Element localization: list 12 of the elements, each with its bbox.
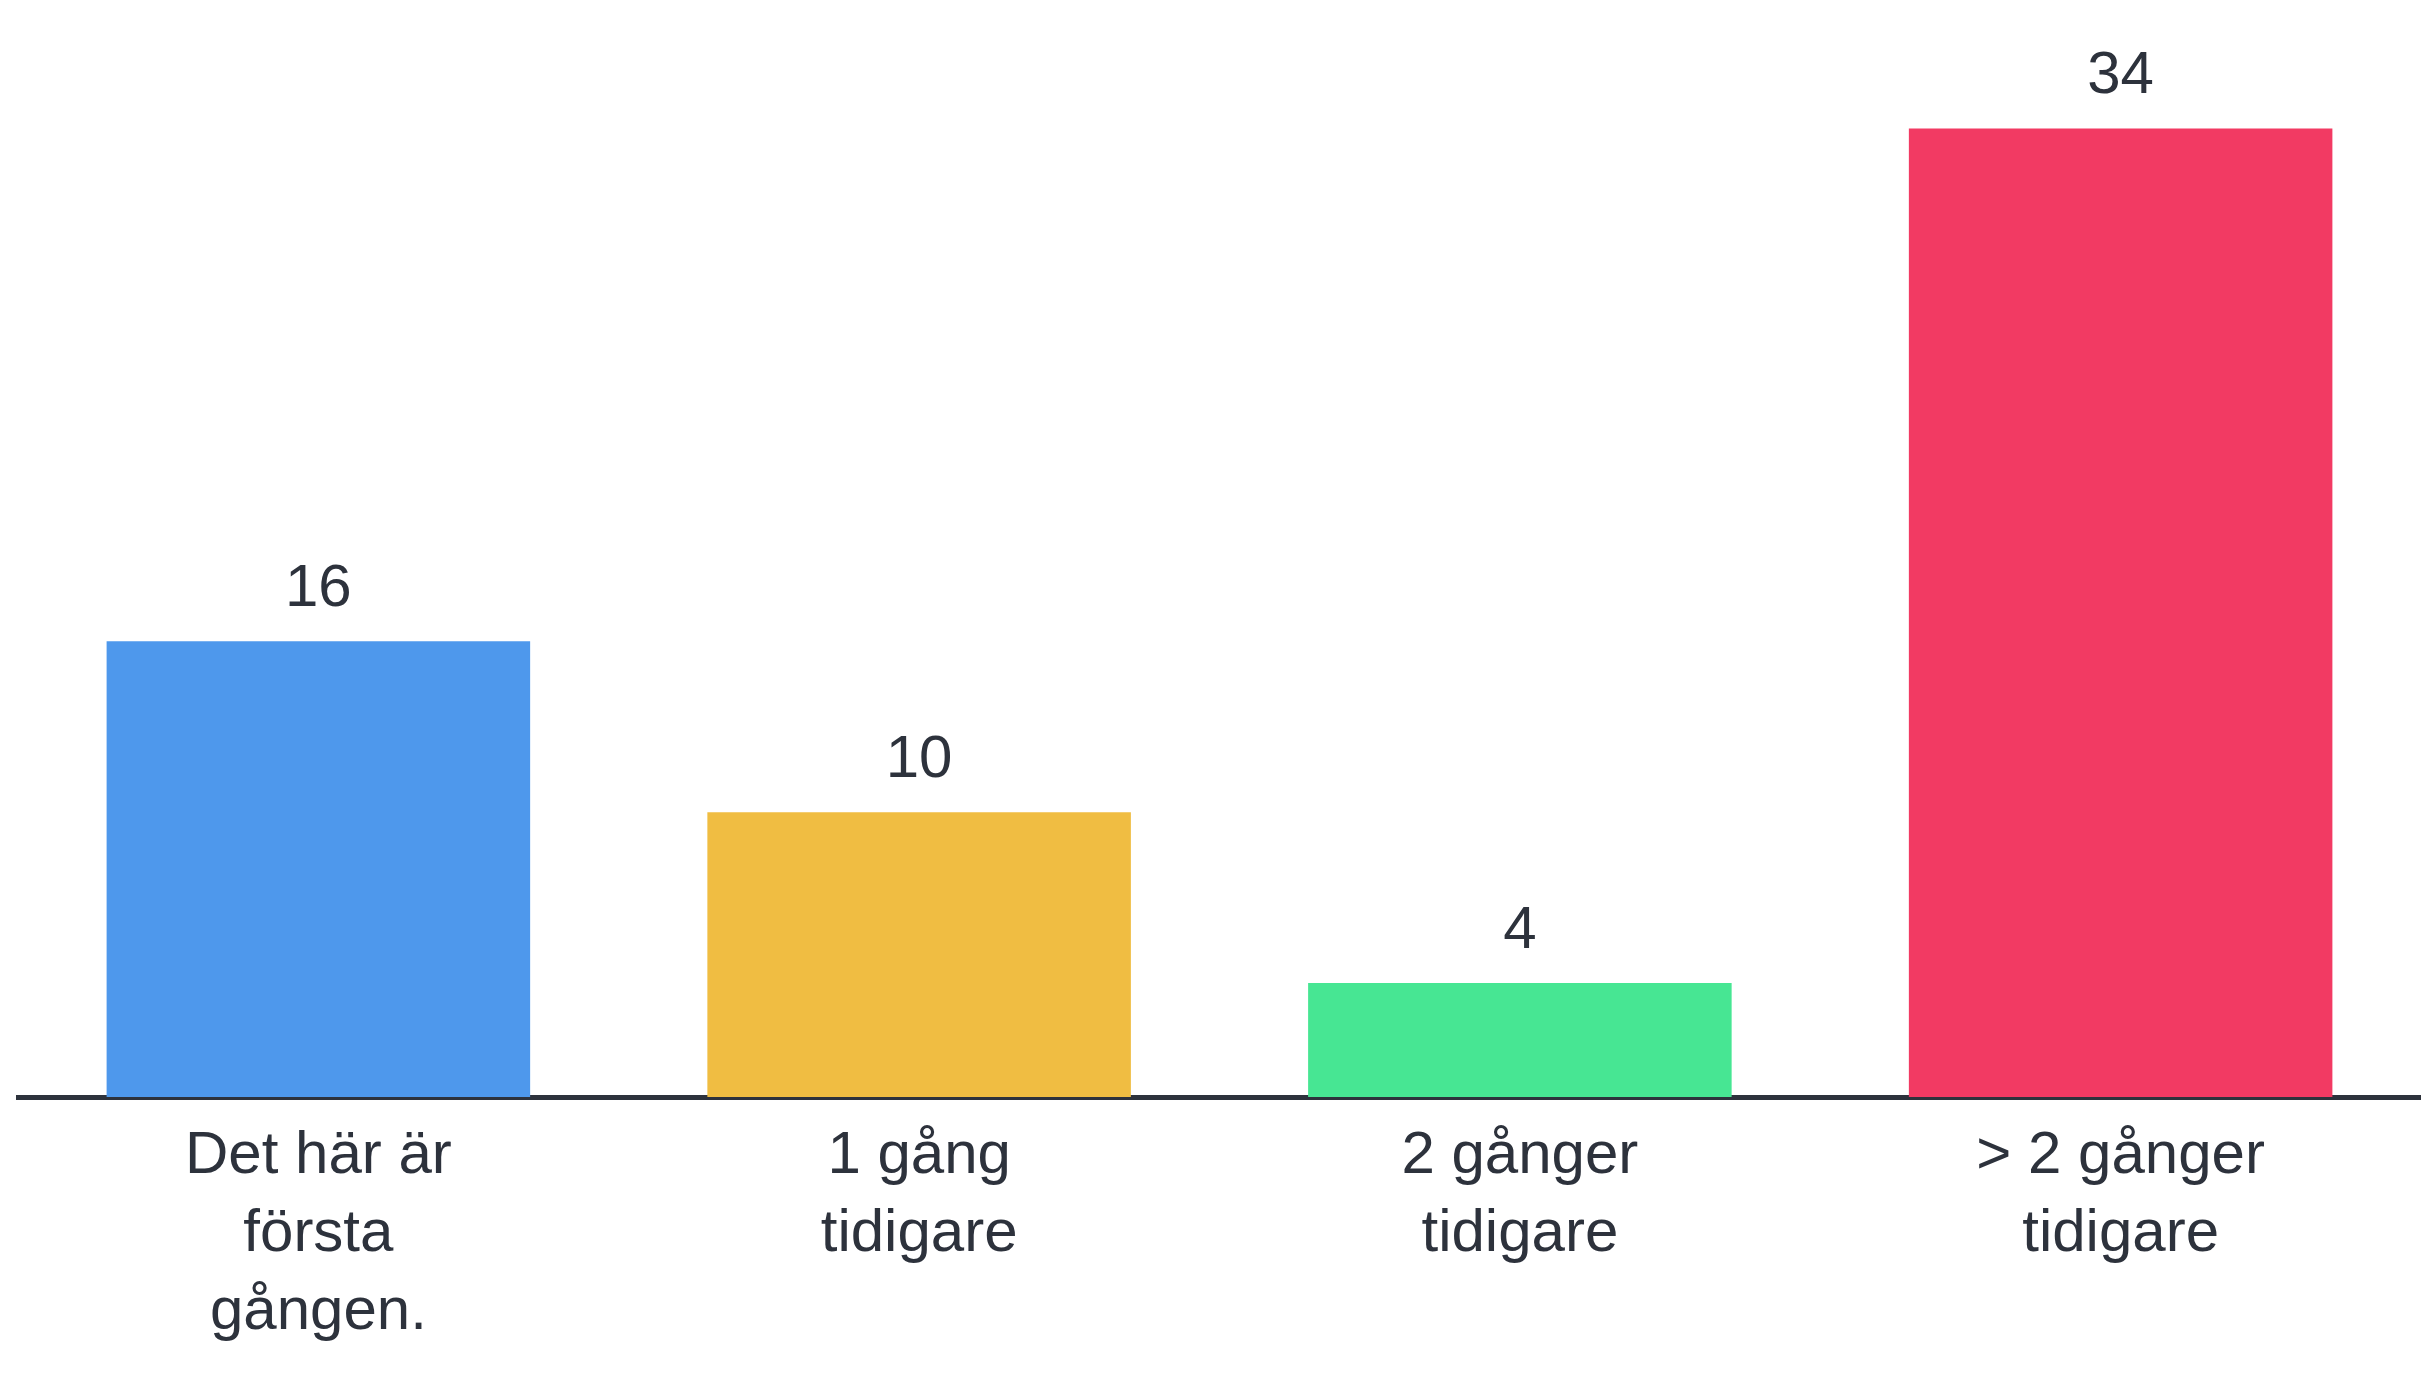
x-tick-label: Det här är första gången. xyxy=(184,1118,452,1342)
x-tick-label: 1 gång tidigare xyxy=(820,1118,1018,1264)
x-tick-label: > 2 gånger tidigare xyxy=(1976,1118,2265,1264)
data-label: 4 xyxy=(1503,893,1537,961)
bar xyxy=(1908,128,2333,1097)
data-label: 16 xyxy=(285,551,352,619)
x-tick-label: 2 gånger tidigare xyxy=(1401,1118,1639,1264)
data-label: 10 xyxy=(885,722,953,790)
bar xyxy=(707,812,1131,1097)
data-label: 34 xyxy=(2087,39,2154,107)
bar xyxy=(1308,983,1732,1097)
bar xyxy=(106,641,531,1097)
